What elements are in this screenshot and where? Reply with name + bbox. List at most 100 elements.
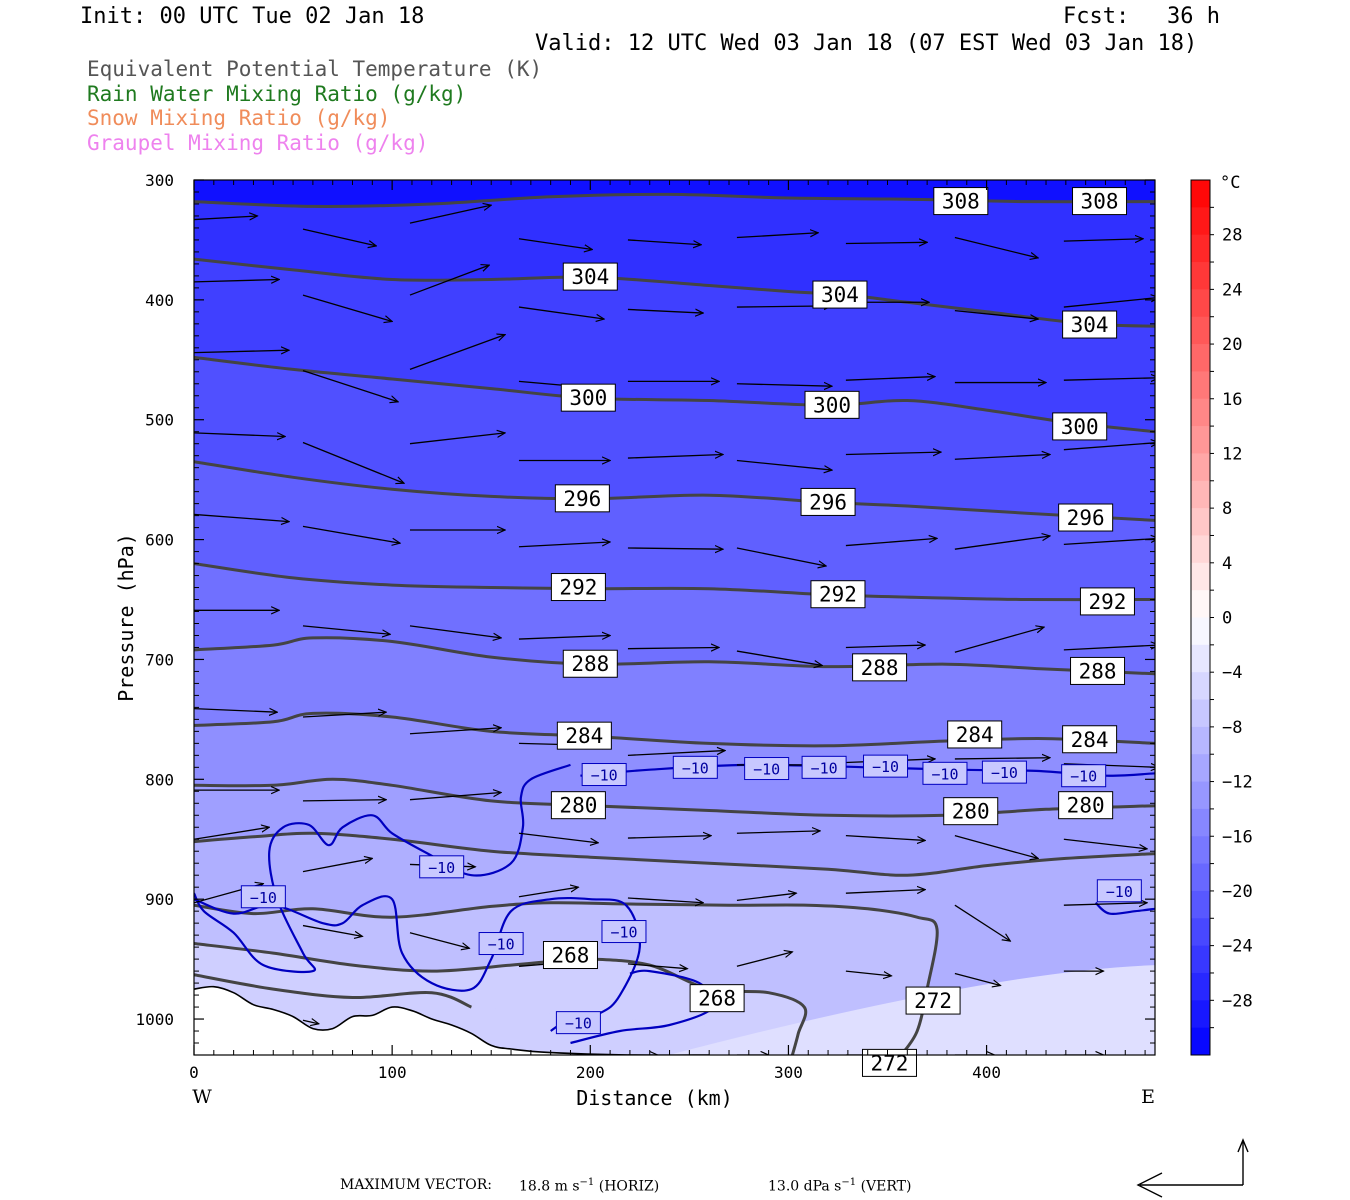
wind-vector — [302, 625, 390, 634]
theta-e-label-text: 272 — [914, 989, 952, 1013]
theta-e-label-text: 300 — [1061, 415, 1099, 439]
wind-vector — [736, 384, 832, 386]
theta-e-label: 304 — [1062, 310, 1118, 339]
wind-vector — [409, 433, 505, 445]
theta-e-label-text: 284 — [956, 723, 994, 747]
temp-label-text: −10 — [610, 924, 637, 942]
wind-vector — [845, 377, 935, 381]
y-tick-label: 500 — [145, 411, 174, 430]
colorbar-segment — [1191, 726, 1210, 755]
theta-e-label: 304 — [562, 262, 618, 291]
temp-label-text: −10 — [1106, 883, 1133, 901]
wind-vector — [409, 265, 489, 296]
wind-vector — [627, 963, 687, 969]
reference-vector-icon — [1136, 1138, 1249, 1198]
theta-e-label-text: 296 — [1067, 506, 1105, 530]
temp-label: −10 — [672, 755, 718, 779]
theta-e-contour-292 — [194, 562, 1155, 602]
wind-vector — [194, 216, 257, 220]
colorbar-tick-label: −28 — [1222, 991, 1253, 1011]
wind-vector — [302, 800, 386, 801]
theta-e-label: 292 — [550, 573, 606, 602]
wind-vector — [1063, 538, 1155, 546]
colorbar-segment — [1191, 1000, 1210, 1029]
colorbar-segment — [1191, 972, 1210, 1001]
y-tick-label: 900 — [145, 890, 174, 909]
y-tick-label: 800 — [145, 770, 174, 789]
wind-vector — [954, 627, 1044, 653]
plot-frame — [193, 179, 1156, 1056]
colorbar-segment — [1191, 754, 1210, 783]
wind-vector — [518, 887, 578, 898]
theta-e-label-text: 304 — [1071, 313, 1109, 337]
temp-label: −10 — [744, 757, 790, 781]
theta-e-label: 272 — [905, 986, 961, 1015]
wind-vector — [409, 728, 501, 735]
wind-vector — [518, 238, 592, 250]
colorbar-segment — [1191, 398, 1210, 427]
legend-graupel: Graupel Mixing Ratio (g/kg) — [87, 131, 429, 155]
max-vector-vert: 13.0 dPa s−1 (VERT) — [768, 1177, 912, 1195]
temp-label: −10 — [801, 755, 847, 779]
colorbar-segment — [1191, 644, 1210, 673]
colorbar-segment — [1191, 426, 1210, 454]
temp-label-text: −10 — [591, 767, 618, 785]
x-axis-label: Distance (km) — [576, 1086, 733, 1110]
terrain — [194, 985, 710, 1055]
colorbar-unit: °C — [1220, 173, 1240, 193]
theta-e-label: 300 — [1052, 412, 1108, 441]
wind-vector — [954, 236, 1038, 258]
temp-label-text: −10 — [682, 759, 709, 777]
colorbar-tick-label: −24 — [1222, 937, 1253, 957]
valid-time: Valid: 12 UTC Wed 03 Jan 18 (07 EST Wed … — [535, 31, 1198, 56]
wind-vector — [302, 525, 400, 543]
colorbar-tick-label: 20 — [1222, 335, 1242, 355]
colorbar-segment — [1191, 371, 1210, 400]
colorbar-tick-label: 12 — [1222, 444, 1242, 464]
temp-label-text: −10 — [931, 765, 958, 783]
wind-vector — [736, 952, 792, 967]
wind-vector — [954, 310, 1038, 319]
wind-vector — [409, 335, 505, 370]
colorbar-segment — [1191, 808, 1210, 837]
wind-vector — [194, 279, 279, 281]
colorbar-tick-label: 4 — [1222, 554, 1232, 574]
theta-e-label-text: 288 — [861, 656, 899, 680]
theta-e-label-text: 292 — [1088, 590, 1126, 614]
colorbar-segment — [1191, 781, 1210, 810]
theta-e-label-text: 280 — [952, 800, 990, 824]
theta-e-label: 308 — [1072, 187, 1128, 216]
temp-label: −10 — [240, 885, 286, 909]
wind-vector — [1063, 297, 1155, 308]
colorbar-tick-label: −4 — [1222, 663, 1242, 683]
theta-e-label-text: 304 — [571, 265, 609, 289]
colorbar-segment — [1191, 535, 1210, 564]
x-tick-label: 400 — [972, 1063, 1001, 1082]
wind-vector — [1063, 443, 1155, 451]
legend-theta-e: Equivalent Potential Temperature (K) — [87, 57, 543, 81]
temp-contour-2 — [194, 895, 641, 1032]
theta-e-label-text: 280 — [559, 794, 597, 818]
wind-vector — [627, 309, 703, 313]
x-tick-label: 200 — [576, 1063, 605, 1082]
temp-label: −10 — [981, 760, 1027, 784]
colorbar-segment — [1191, 918, 1210, 947]
temp-label-text: −10 — [811, 759, 838, 777]
wind-vector — [518, 542, 610, 548]
theta-e-label: 284 — [947, 720, 1003, 749]
colorbar-tick-label: −8 — [1222, 718, 1242, 738]
wind-vector — [736, 233, 818, 239]
colorbar-tick-label: 0 — [1222, 609, 1232, 629]
y-tick-label: 400 — [145, 291, 174, 310]
theta-e-contour-276 — [194, 831, 1155, 877]
theta-e-label: 280 — [1058, 791, 1114, 820]
wind-vector — [1063, 645, 1155, 651]
wind-vector — [736, 459, 832, 470]
x-tick-label: 300 — [774, 1063, 803, 1082]
contour-labels: 308 308 304 304 304 300 300 300 296 296 296 292 292 2… — [240, 187, 1142, 1077]
wind-vector — [409, 932, 469, 949]
wind-vector — [845, 645, 925, 647]
colorbar-segment — [1191, 617, 1210, 646]
wind-vector — [954, 972, 1001, 985]
